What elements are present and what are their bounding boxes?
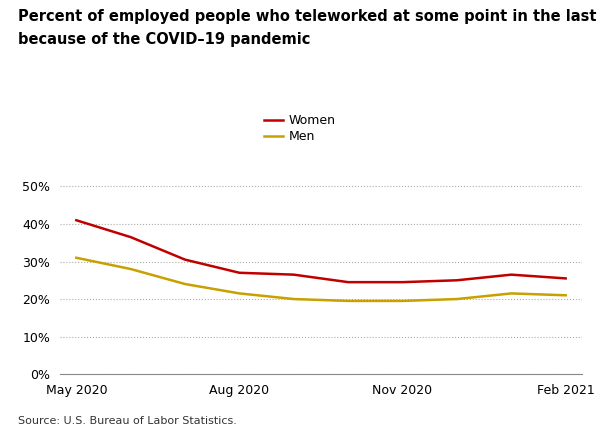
Line: Women: Women	[76, 220, 566, 282]
Women	[508, 272, 515, 277]
Men	[562, 293, 569, 298]
Line: Men: Men	[76, 258, 566, 301]
Legend: Women, Men: Women, Men	[259, 110, 341, 148]
Women	[127, 234, 134, 240]
Text: Percent of employed people who teleworked at some point in the last 4 weeks: Percent of employed people who teleworke…	[18, 9, 600, 24]
Men	[290, 296, 298, 301]
Men	[73, 255, 80, 260]
Men	[181, 282, 188, 287]
Women	[73, 218, 80, 223]
Women	[236, 270, 243, 275]
Women	[399, 280, 406, 285]
Women	[344, 280, 352, 285]
Men	[399, 298, 406, 304]
Men	[508, 291, 515, 296]
Women	[562, 276, 569, 281]
Men	[127, 267, 134, 272]
Men	[236, 291, 243, 296]
Women	[454, 278, 461, 283]
Text: because of the COVID–19 pandemic: because of the COVID–19 pandemic	[18, 32, 310, 47]
Women	[290, 272, 298, 277]
Men	[344, 298, 352, 304]
Men	[454, 296, 461, 301]
Women	[181, 257, 188, 262]
Text: Source: U.S. Bureau of Labor Statistics.: Source: U.S. Bureau of Labor Statistics.	[18, 416, 237, 426]
